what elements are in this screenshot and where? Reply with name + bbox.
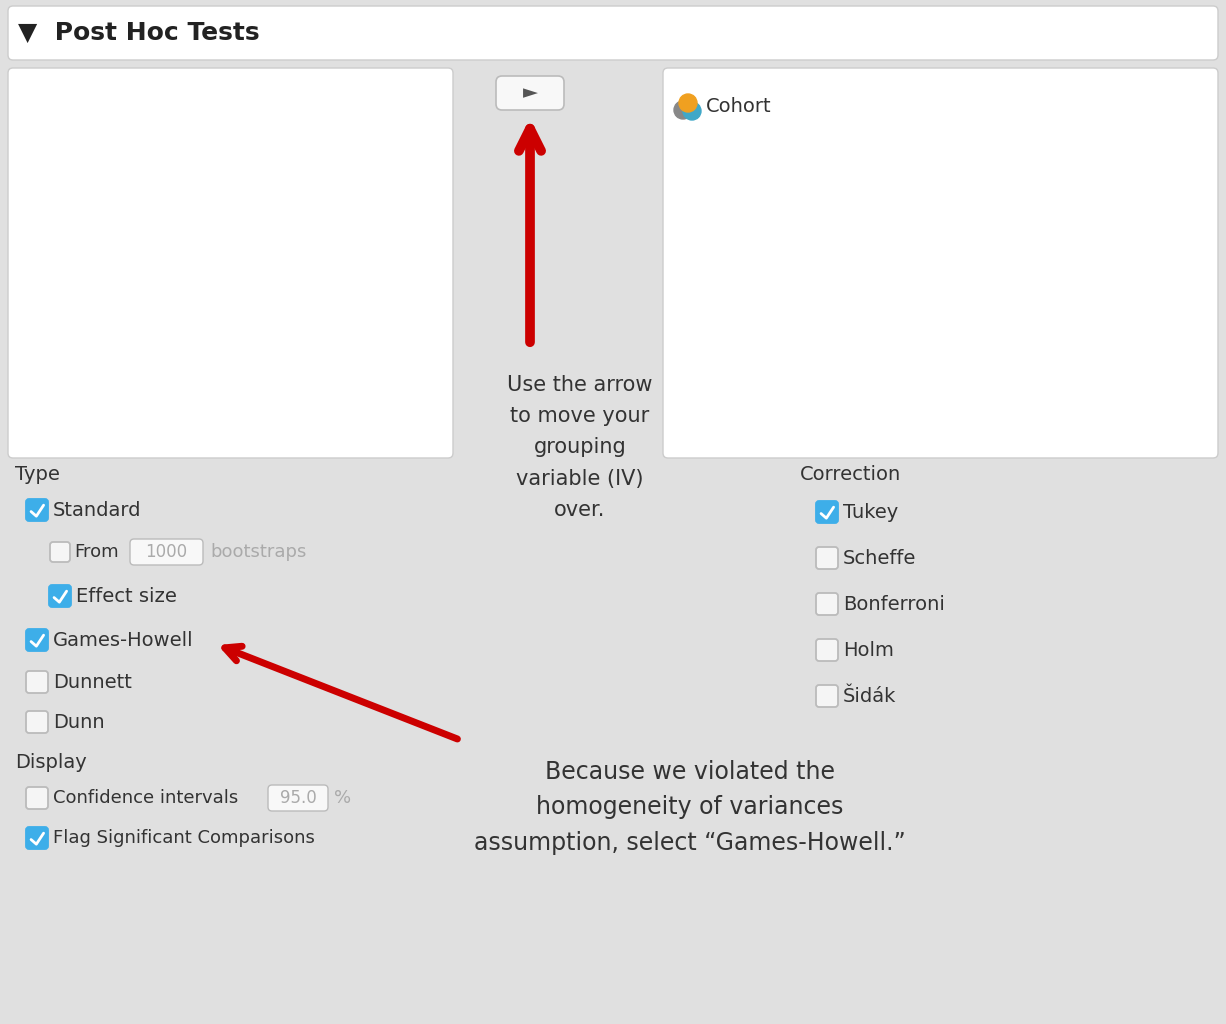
FancyBboxPatch shape	[26, 499, 48, 521]
Circle shape	[679, 94, 698, 112]
Text: 95.0: 95.0	[280, 790, 316, 807]
FancyBboxPatch shape	[817, 501, 839, 523]
Text: Effect size: Effect size	[76, 587, 177, 605]
FancyBboxPatch shape	[26, 787, 48, 809]
Text: Dunnett: Dunnett	[53, 673, 132, 691]
FancyBboxPatch shape	[26, 827, 48, 849]
Text: %: %	[333, 790, 351, 807]
Text: Dunn: Dunn	[53, 713, 104, 731]
Circle shape	[683, 102, 701, 120]
FancyBboxPatch shape	[9, 6, 1217, 60]
Text: Correction: Correction	[801, 466, 901, 484]
Text: Standard: Standard	[53, 501, 141, 519]
Text: Because we violated the
homogeneity of variances
assumption, select “Games-Howel: Because we violated the homogeneity of v…	[474, 760, 906, 855]
Text: Šidák: Šidák	[843, 686, 896, 706]
Circle shape	[674, 101, 691, 119]
Text: ►: ►	[522, 84, 537, 102]
FancyBboxPatch shape	[817, 593, 839, 615]
FancyBboxPatch shape	[663, 68, 1217, 458]
Text: Cohort: Cohort	[706, 97, 771, 117]
Text: bootstraps: bootstraps	[210, 543, 306, 561]
FancyBboxPatch shape	[49, 585, 71, 607]
FancyBboxPatch shape	[26, 629, 48, 651]
FancyBboxPatch shape	[50, 542, 70, 562]
Text: Bonferroni: Bonferroni	[843, 595, 945, 613]
Text: 1000: 1000	[145, 543, 188, 561]
Text: From: From	[74, 543, 119, 561]
Text: Scheffe: Scheffe	[843, 549, 916, 567]
FancyBboxPatch shape	[26, 671, 48, 693]
FancyBboxPatch shape	[268, 785, 329, 811]
Text: Flag Significant Comparisons: Flag Significant Comparisons	[53, 829, 315, 847]
Text: Display: Display	[15, 753, 87, 771]
FancyBboxPatch shape	[497, 76, 564, 110]
FancyBboxPatch shape	[817, 547, 839, 569]
FancyBboxPatch shape	[817, 685, 839, 707]
Text: Games-Howell: Games-Howell	[53, 631, 194, 649]
Text: Confidence intervals: Confidence intervals	[53, 790, 238, 807]
FancyBboxPatch shape	[130, 539, 204, 565]
Text: Holm: Holm	[843, 640, 894, 659]
FancyBboxPatch shape	[9, 68, 452, 458]
Text: ▼  Post Hoc Tests: ▼ Post Hoc Tests	[18, 22, 260, 45]
Text: Tukey: Tukey	[843, 503, 899, 521]
FancyBboxPatch shape	[817, 639, 839, 662]
Text: Use the arrow
to move your
grouping
variable (IV)
over.: Use the arrow to move your grouping vari…	[508, 375, 652, 520]
FancyBboxPatch shape	[26, 711, 48, 733]
Text: Type: Type	[15, 466, 60, 484]
